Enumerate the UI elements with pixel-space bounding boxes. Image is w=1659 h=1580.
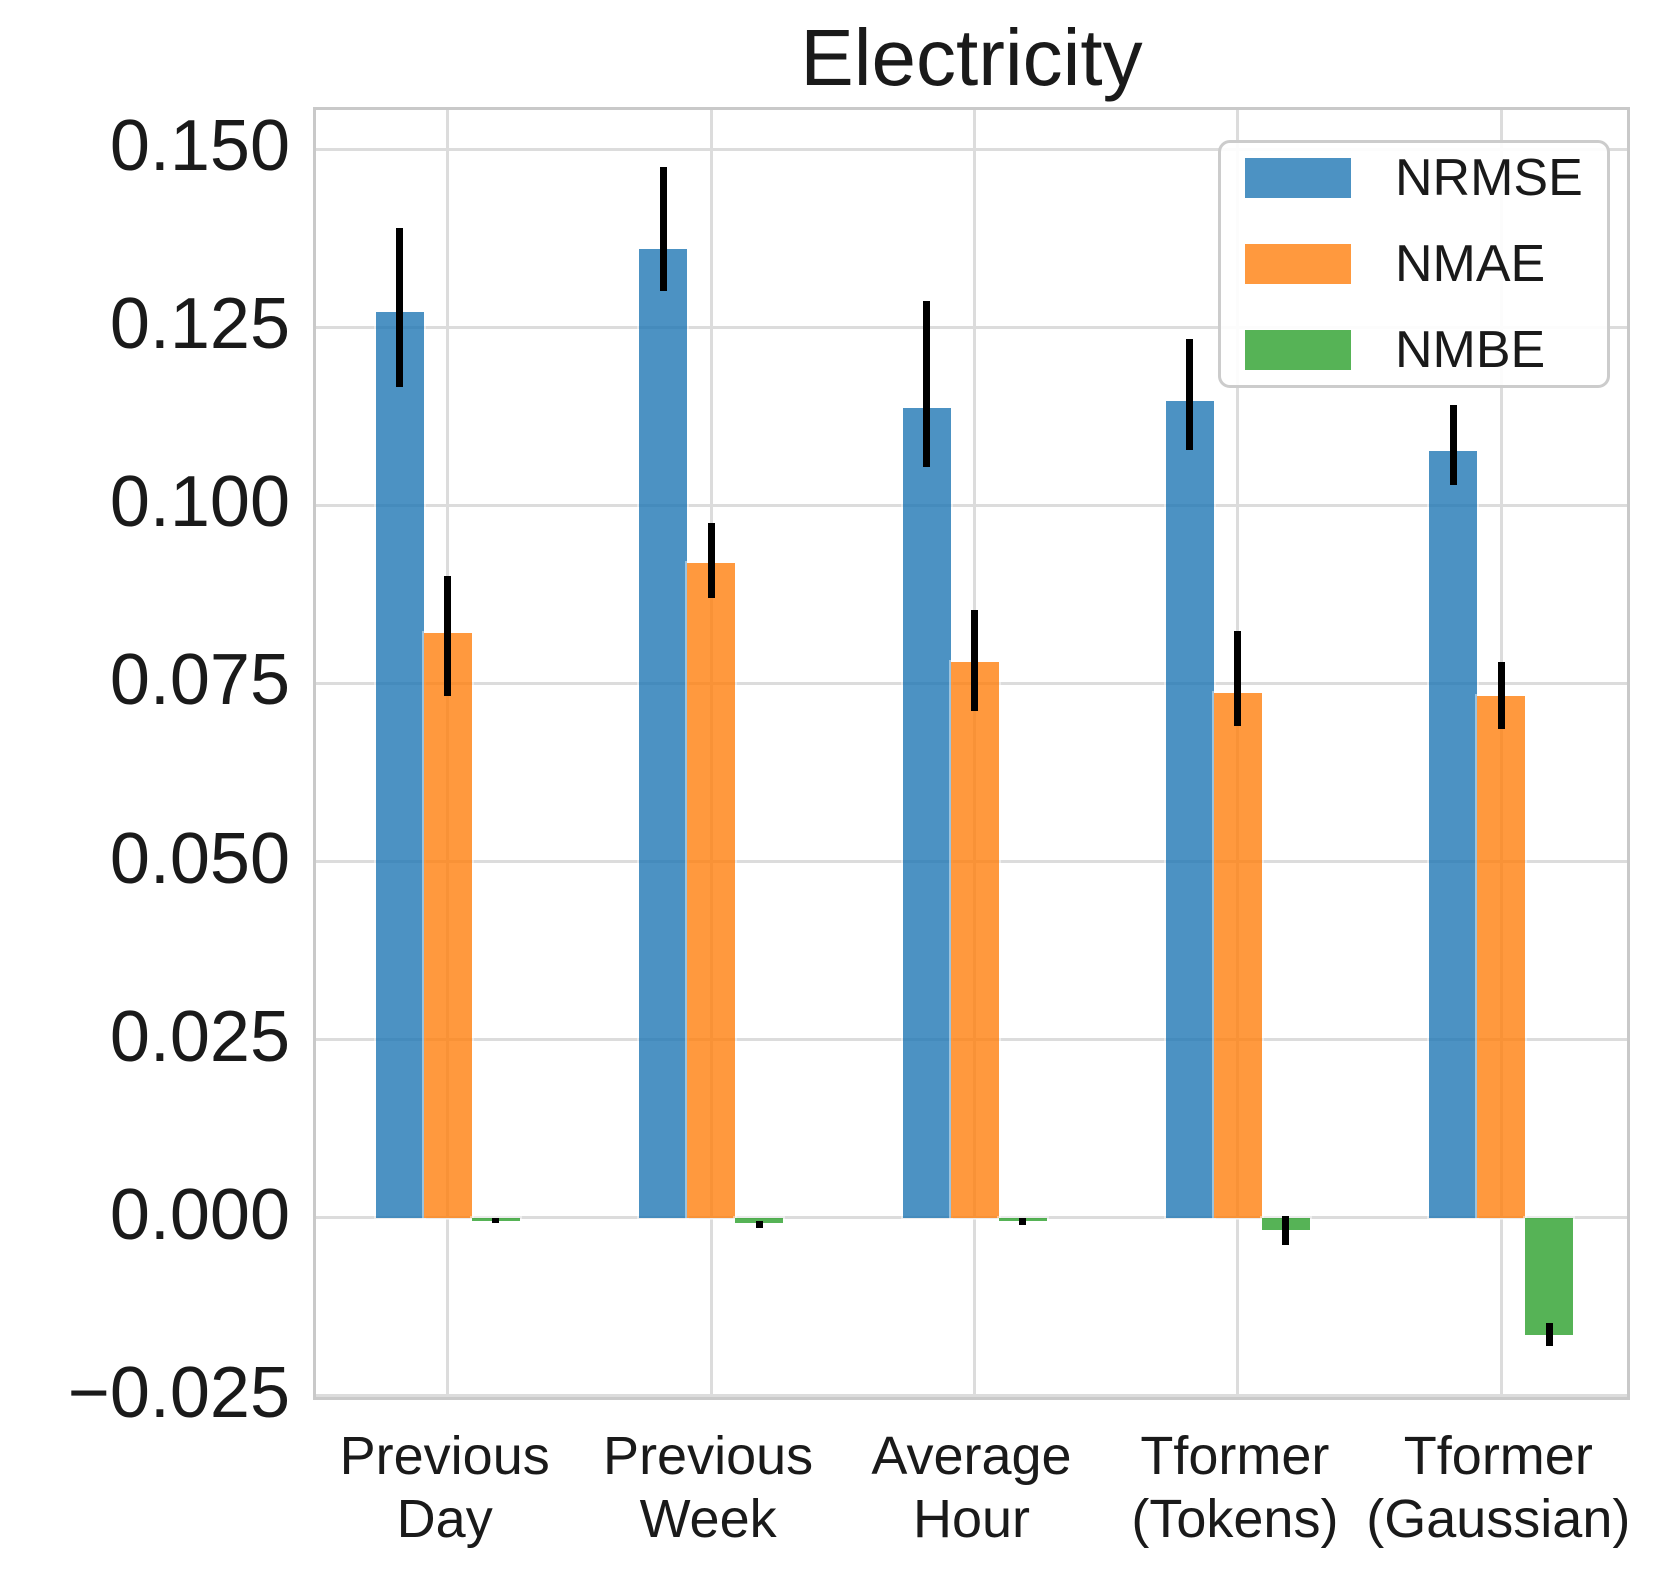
y-tick-label: 0.000 (109, 1174, 290, 1255)
error-bar-nmbe-tformer-tokens (1282, 1215, 1290, 1245)
legend-entry-nmae: NMAE (1245, 234, 1607, 294)
bar-nmae-tformer-tokens (1213, 692, 1262, 1218)
bar-nmae-previous-week (687, 563, 736, 1218)
error-bar-nmbe-average-hour (1019, 1218, 1026, 1225)
x-category-label-line: (Gaussian) (1366, 1489, 1631, 1549)
error-bar-nrmse-average-hour (923, 300, 930, 467)
error-bar-nmbe-previous-day (492, 1218, 500, 1224)
h-gridline (316, 147, 1627, 151)
bar-nmae-tformer-gaussian (1477, 696, 1526, 1218)
y-tick-label: 0.150 (109, 106, 290, 187)
x-category-label: Tformer (Gaussian) (1288, 1425, 1659, 1551)
legend-label-nrmse: NRMSE (1395, 149, 1583, 207)
chart-title: Electricity (800, 13, 1143, 102)
h-gridline (316, 325, 1627, 329)
legend-entry-nrmse: NRMSE (1245, 148, 1607, 208)
x-category-label-line: Previous (603, 1426, 814, 1486)
y-tick-label: 0.125 (109, 284, 290, 365)
y-tick-label: 0.075 (109, 640, 290, 721)
legend-label-nmbe: NMBE (1395, 321, 1546, 379)
bar-nmae-previous-day (423, 632, 472, 1218)
error-bar-nmbe-previous-week (755, 1220, 763, 1228)
x-category-label-line: Hour (912, 1489, 1031, 1549)
error-bar-nrmse-previous-week (659, 166, 667, 291)
x-category-label-line: Week (639, 1489, 777, 1549)
bar-nmae-average-hour (950, 662, 999, 1218)
error-bar-nmae-average-hour (971, 610, 978, 711)
x-category-label: Tformer (Tokens) (1025, 1425, 1445, 1551)
legend-swatch-nmbe-icon (1245, 330, 1351, 370)
bar-nrmse-tformer-gaussian (1429, 451, 1478, 1218)
legend: NRMSE NMAE NMBE (1218, 140, 1610, 388)
y-tick-label: −0.025 (67, 1352, 290, 1433)
error-bar-nrmse-previous-day (396, 228, 404, 388)
y-tick-label: 0.100 (109, 462, 290, 543)
y-tick-label: 0.050 (109, 818, 290, 899)
error-bar-nmbe-tformer-gaussian (1545, 1323, 1553, 1346)
x-category-label: Previous Day (235, 1425, 655, 1551)
error-bar-nmae-tformer-gaussian (1497, 662, 1505, 730)
h-gridline (316, 1394, 1627, 1398)
x-category-label-line: (Tokens) (1131, 1489, 1339, 1549)
error-bar-nrmse-tformer-tokens (1186, 338, 1194, 450)
h-gridline (316, 1216, 1627, 1220)
error-bar-nmae-previous-week (707, 523, 715, 598)
bar-nmbe-previous-week (735, 1217, 784, 1224)
x-category-label: Previous Week (498, 1425, 918, 1551)
x-category-label-line: Tformer (1403, 1426, 1593, 1486)
legend-entry-nmbe: NMBE (1245, 320, 1607, 380)
bar-nrmse-previous-week (639, 248, 688, 1218)
error-bar-nmae-previous-day (444, 575, 452, 696)
bar-nmbe-tformer-gaussian (1525, 1217, 1574, 1336)
bar-nrmse-tformer-tokens (1165, 401, 1214, 1218)
legend-swatch-nmae-icon (1245, 244, 1351, 284)
bar-nrmse-previous-day (375, 312, 424, 1218)
x-category-label-line: Average (871, 1426, 1072, 1486)
h-gridline (316, 503, 1627, 507)
bar-nrmse-average-hour (902, 408, 951, 1218)
error-bar-nrmse-tformer-gaussian (1449, 404, 1457, 485)
legend-label-nmae: NMAE (1395, 235, 1546, 293)
x-category-label-line: Tformer (1140, 1426, 1330, 1486)
error-bar-nmae-tformer-tokens (1234, 631, 1242, 727)
x-category-label-line: Previous (339, 1426, 550, 1486)
x-category-label-line: Day (396, 1489, 493, 1549)
x-category-label: Average Hour (762, 1425, 1182, 1551)
legend-swatch-nrmse-icon (1245, 158, 1351, 198)
y-tick-label: 0.025 (109, 996, 290, 1077)
